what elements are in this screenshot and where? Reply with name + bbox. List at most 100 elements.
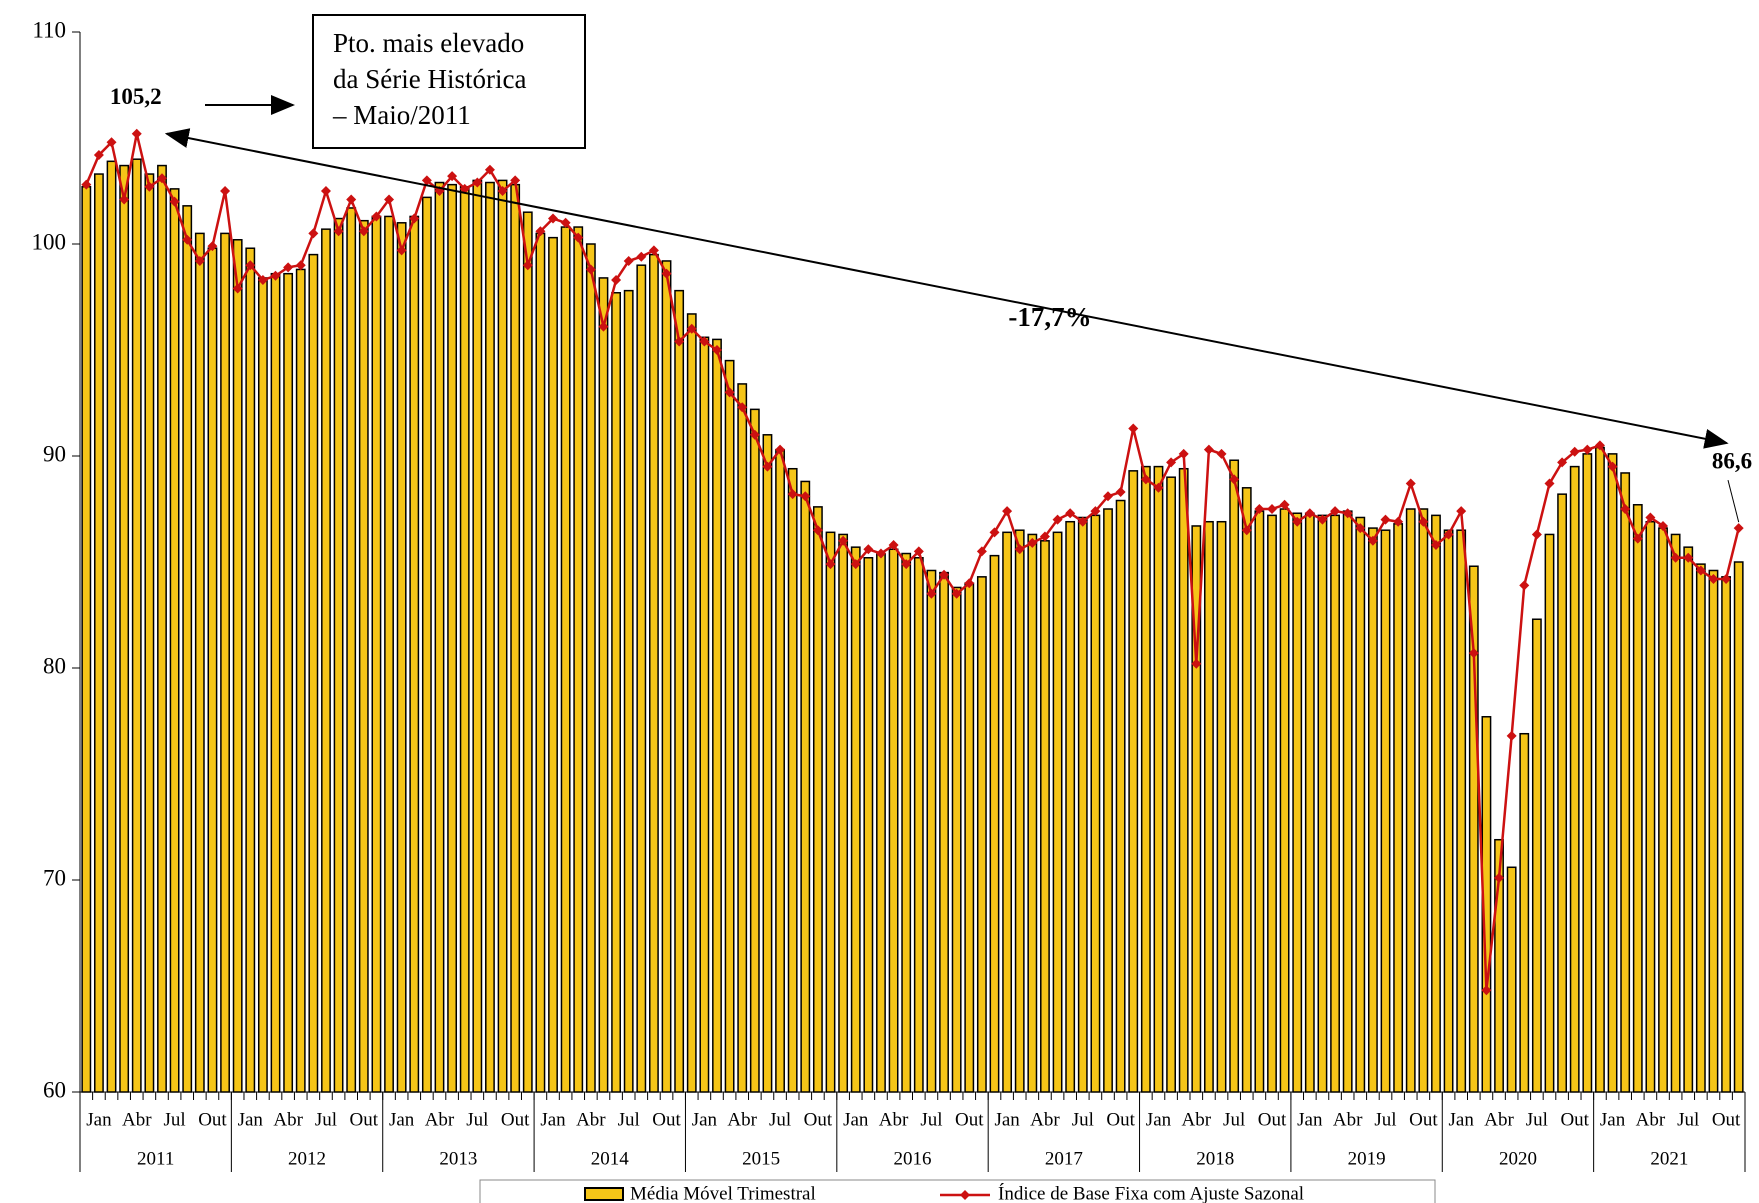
bar <box>1670 533 1681 1093</box>
bar <box>649 253 659 1093</box>
line-point <box>1569 446 1580 457</box>
line-point <box>989 527 1000 538</box>
x-tick-label: Abr <box>1333 1109 1363 1130</box>
bar <box>131 158 142 1093</box>
line-point <box>1292 516 1303 527</box>
year-label: 2013 <box>439 1148 477 1169</box>
bar <box>321 228 331 1093</box>
bar <box>1342 510 1353 1093</box>
x-tick-label: Jan <box>1297 1109 1323 1130</box>
line-point <box>1266 504 1277 514</box>
x-tick-label: Jan <box>389 1109 415 1130</box>
x-tick-label: Abr <box>727 1109 757 1130</box>
line-point <box>1002 506 1013 517</box>
y-tick-label: 100 <box>32 229 67 254</box>
line-point <box>131 128 142 139</box>
y-tick-label: 110 <box>32 17 66 42</box>
bar <box>535 232 546 1093</box>
x-tick-label: Jul <box>164 1109 186 1130</box>
bar <box>1153 465 1164 1093</box>
x-tick-label: Jul <box>315 1109 337 1130</box>
bar <box>1418 508 1429 1093</box>
y-tick-label: 90 <box>43 441 66 466</box>
bar <box>913 557 924 1093</box>
line-point <box>1658 520 1669 531</box>
bar <box>1595 446 1605 1093</box>
bar <box>1355 516 1366 1093</box>
line-point <box>1695 565 1706 576</box>
bar <box>1569 465 1580 1093</box>
bar <box>169 188 180 1093</box>
x-tick-label: Out <box>198 1109 227 1130</box>
bar <box>106 160 117 1093</box>
bar <box>573 226 584 1093</box>
line-point <box>308 228 319 239</box>
x-tick-label: Out <box>1258 1109 1287 1130</box>
bar <box>1140 465 1151 1093</box>
line-point <box>800 491 811 502</box>
line-point <box>1304 508 1315 519</box>
line-point <box>1216 448 1227 459</box>
line-point <box>762 461 773 472</box>
x-tick-label: Jul <box>769 1109 791 1130</box>
x-tick-label: Abr <box>1182 1109 1212 1130</box>
bar <box>119 164 130 1093</box>
line-point <box>144 181 155 192</box>
bar <box>194 232 205 1093</box>
line-point <box>1279 499 1290 510</box>
bar <box>1695 563 1706 1093</box>
x-tick-label: Jul <box>920 1109 942 1130</box>
bar <box>939 571 949 1093</box>
bar <box>459 186 470 1093</box>
bar <box>396 222 407 1093</box>
bar <box>1090 514 1101 1093</box>
line-point <box>1140 474 1151 485</box>
line-point <box>1393 516 1404 527</box>
line-point <box>320 186 331 196</box>
bar <box>1506 866 1517 1093</box>
bar <box>1128 470 1139 1093</box>
line-point <box>863 544 874 555</box>
year-label: 2020 <box>1499 1148 1537 1169</box>
line-point <box>81 179 92 190</box>
line-point <box>1065 508 1076 519</box>
bar <box>485 181 495 1093</box>
year-label: 2017 <box>1045 1148 1083 1169</box>
line-point <box>1342 508 1353 519</box>
bar <box>1557 493 1568 1093</box>
x-tick-label: Out <box>955 1109 984 1130</box>
bar <box>1065 520 1076 1093</box>
line-point <box>220 186 231 196</box>
bar <box>838 533 849 1093</box>
x-tick-label: Abr <box>576 1109 606 1130</box>
last-pointer <box>1727 479 1740 523</box>
bar <box>1330 514 1340 1093</box>
x-tick-label: Out <box>1712 1109 1741 1130</box>
x-tick-label: Jan <box>238 1109 264 1130</box>
line-point <box>1418 516 1429 527</box>
bar <box>1658 527 1668 1093</box>
bar <box>207 247 218 1093</box>
bar <box>560 226 571 1093</box>
bar <box>686 313 697 1093</box>
bar <box>1103 508 1113 1093</box>
line-point <box>1229 474 1240 485</box>
bar <box>812 506 823 1093</box>
year-label: 2021 <box>1650 1148 1688 1169</box>
legend-swatch <box>584 1187 624 1201</box>
bar <box>94 173 104 1093</box>
bar <box>295 268 306 1093</box>
x-tick-label: Abr <box>1030 1109 1060 1130</box>
bar <box>346 207 357 1093</box>
line-point <box>875 548 886 559</box>
change-label: -17,7% <box>1008 302 1091 332</box>
bar <box>1279 508 1290 1093</box>
line-point <box>1052 514 1063 525</box>
bar <box>674 289 685 1093</box>
bar <box>1380 529 1391 1093</box>
bar <box>358 219 369 1093</box>
note-text: da Série Histórica <box>333 64 526 94</box>
bar <box>1405 508 1416 1093</box>
bar <box>1443 529 1454 1093</box>
legend-label: Índice de Base Fixa com Ajuste Sazonal <box>998 1182 1304 1203</box>
